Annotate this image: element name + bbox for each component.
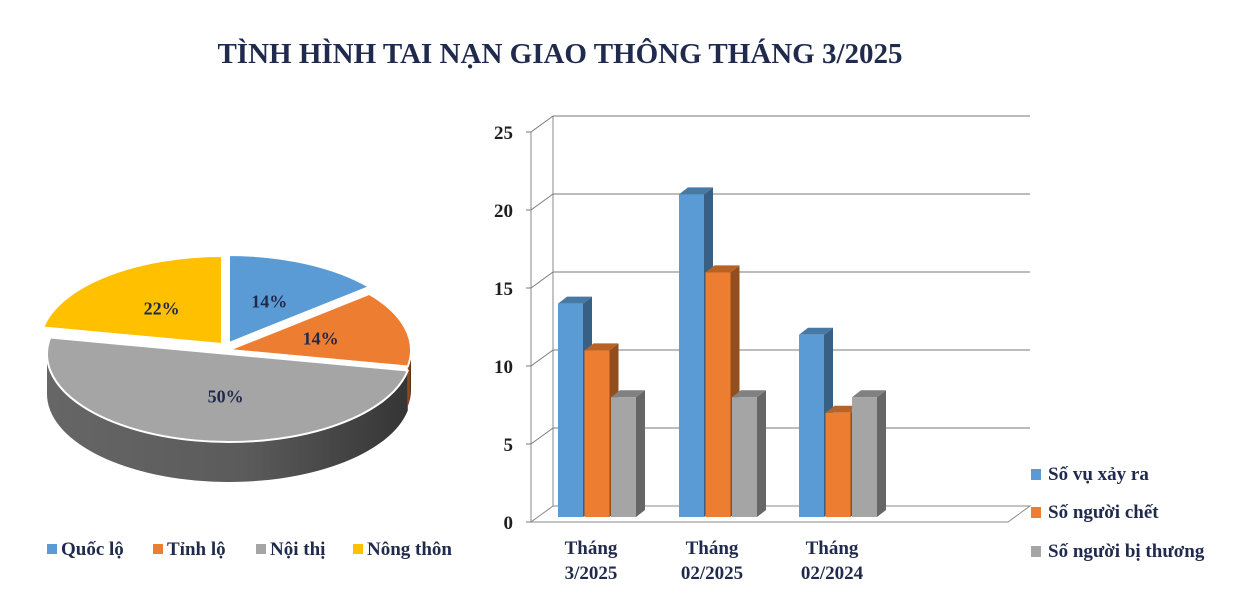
x-tick-2: Tháng 02/2025 (681, 538, 743, 584)
x-tick-3: Tháng 02/2024 (801, 538, 864, 584)
bar-legend-label-3: Số người bị thương (1048, 541, 1205, 562)
gridline-side-25 (530, 115, 554, 133)
pie-label-nong-thon: 22% (144, 299, 180, 319)
pie-slice-noi-thi (46, 336, 409, 443)
gridline-side-5 (530, 427, 554, 445)
pie-sides (47, 350, 411, 483)
pie-slice-quoc-lo (228, 254, 371, 344)
pie-legend-label-tinh-lo: Tỉnh lộ (167, 539, 226, 560)
bar-legend-label-1: Số vụ xảy ra (1048, 464, 1149, 485)
pie-legend-label-noi-thi: Nội thị (270, 539, 325, 560)
y-tick-20: 20 (494, 201, 513, 222)
bar-3-3 (852, 390, 886, 517)
bar-3-1 (611, 390, 645, 517)
bar-3-2 (732, 390, 766, 517)
pie-chart: 14% 14% 50% 22% Quốc lộ Tỉnh lộ Nội thị Nông th… (42, 254, 452, 560)
pie-legend-label-quoc-lo: Quốc lộ (61, 539, 124, 560)
pie-legend-swatch-nong-thon (353, 544, 363, 554)
gridline-side-15 (530, 271, 554, 289)
pie-label-tinh-lo: 14% (303, 329, 339, 349)
y-tick-0: 0 (504, 513, 514, 534)
pie-legend-label-nong-thon: Nông thôn (367, 539, 452, 560)
pie-slice-tinh-lo (228, 292, 412, 368)
y-tick-25: 25 (494, 123, 513, 144)
pie-side-noi-thi (47, 354, 408, 483)
bar-chart: 0 5 10 15 20 25 Tháng 3/2025 Tháng 02/2025 Tháng 02… (494, 115, 1205, 584)
bar-legend-label-2: Số người chết (1048, 502, 1159, 523)
bar-legend-swatch-3 (1031, 546, 1041, 557)
pie-label-noi-thi: 50% (208, 387, 244, 407)
bar-plot-frame (526, 115, 1032, 523)
pie-side-tinh-lo (407, 350, 411, 407)
chart-title: TÌNH HÌNH TAI NẠN GIAO THÔNG THÁNG 3/202… (217, 37, 902, 70)
bar-legend-swatch-2 (1031, 507, 1041, 518)
gridline-side-10 (530, 349, 554, 367)
bar-series (558, 187, 886, 517)
x-tick-1: Tháng 3/2025 (565, 538, 618, 584)
pie-slice-nong-thon (42, 255, 223, 345)
pie-legend-swatch-quoc-lo (47, 544, 57, 554)
gridline-side-20 (530, 193, 554, 211)
y-tick-15: 15 (494, 279, 513, 300)
bar-legend-swatch-1 (1031, 469, 1041, 480)
y-tick-10: 10 (494, 357, 513, 378)
y-tick-5: 5 (504, 435, 514, 456)
pie-legend-swatch-tinh-lo (153, 544, 163, 554)
pie-tops (42, 254, 412, 443)
pie-legend-swatch-noi-thi (256, 544, 266, 554)
pie-label-quoc-lo: 14% (251, 292, 287, 312)
